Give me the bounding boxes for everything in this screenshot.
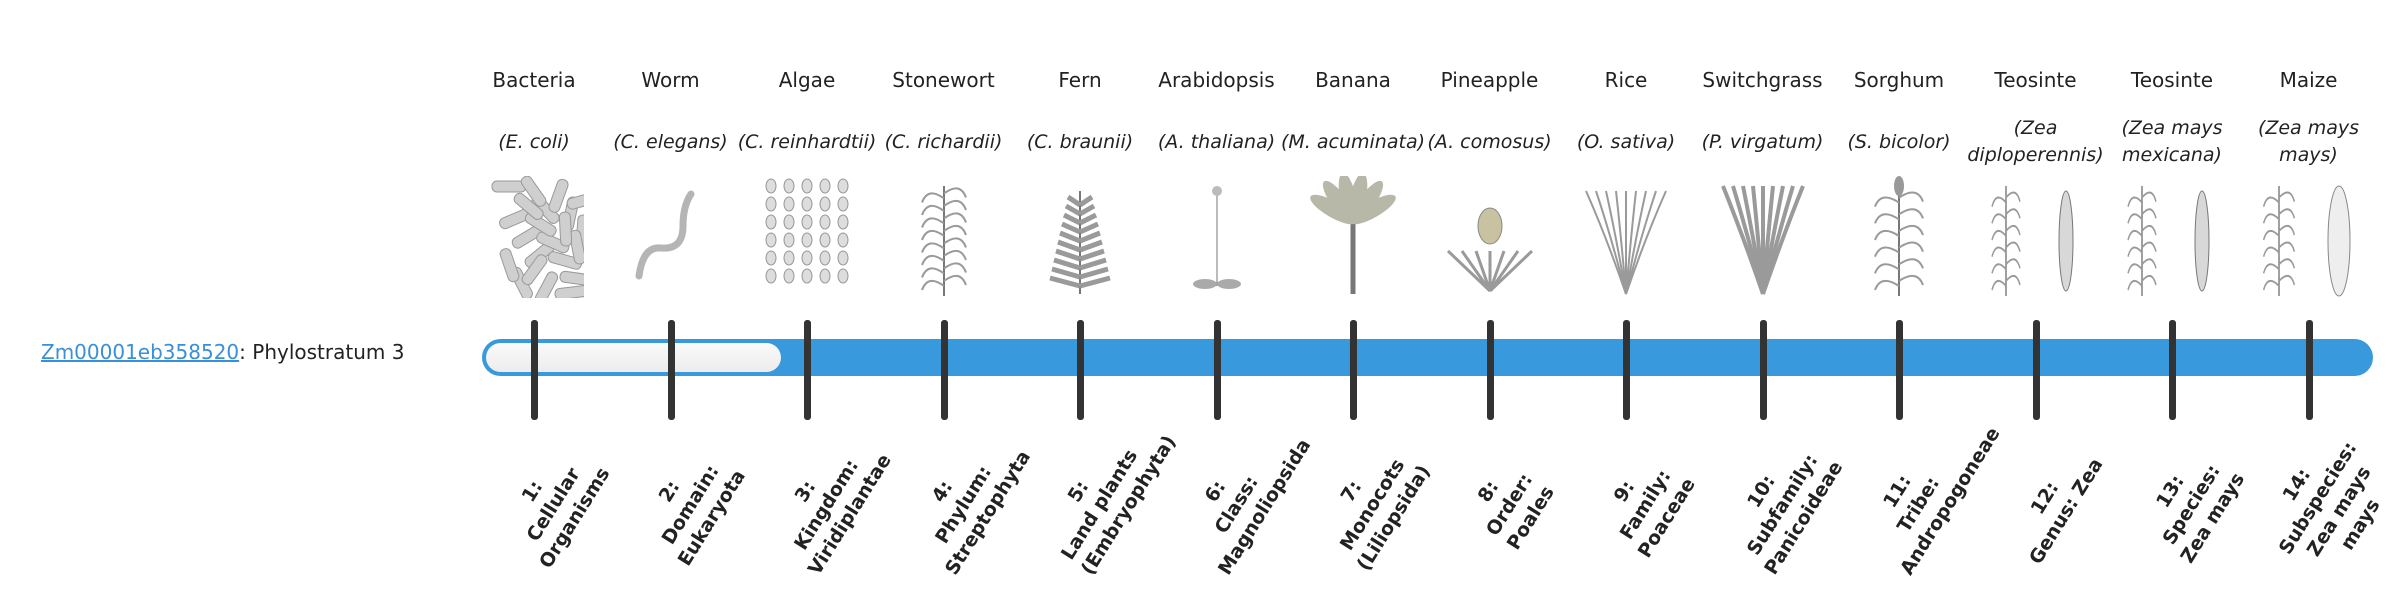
organism-scientific-name: (C. richardii) <box>866 112 1022 172</box>
stratum-tick <box>1077 320 1084 420</box>
organism-common-name: Maize <box>2279 68 2338 92</box>
rank-label: 14: Subspecies: Zea mays mays <box>2246 415 2400 595</box>
rank-label: 8: Order: Poales <box>1438 422 1581 589</box>
stratum-tick <box>1213 320 1221 420</box>
phylostratum-text: Phylostratum 3 <box>252 340 405 364</box>
rank-label: 13: Species: Zea mays <box>2120 422 2263 589</box>
stratum-tick <box>1486 320 1494 420</box>
sorghum-illustration-icon <box>1849 176 1949 298</box>
rice-illustration-icon <box>1576 176 1676 298</box>
organism-common-name: Bacteria <box>492 68 576 92</box>
organism-common-name: Stonewort <box>892 68 995 92</box>
scientific-name-text: (P. virgatum) <box>1701 130 1824 153</box>
bacteria-illustration-icon <box>484 175 602 305</box>
scientific-name-text: (C. elegans) <box>613 130 728 153</box>
organism-common-name: Worm <box>641 68 700 92</box>
arabidopsis-illustration-icon <box>1167 176 1267 298</box>
algae-illustration-icon <box>757 176 857 298</box>
gene-id-link[interactable]: Zm00001eb358520 <box>41 340 240 364</box>
rank-label: 9: Family: Poaceae <box>1574 422 1717 589</box>
organism-scientific-name: (S. bicolor) <box>1821 112 1977 172</box>
fern-illustration-icon <box>1030 176 1130 298</box>
organism-common-name: Arabidopsis <box>1158 68 1275 92</box>
organism-scientific-name: (A. thaliana) <box>1139 112 1295 172</box>
organism-scientific-name: (Zea mays mays) <box>2231 112 2387 172</box>
organism-common-name: Fern <box>1058 68 1102 92</box>
gene-phylostratum-label: Zm00001eb358520: Phylostratum 3 <box>41 340 404 364</box>
scientific-name-text: (M. acuminata) <box>1281 130 1425 153</box>
rank-label: 7: Monocots (Liliopsida) <box>1301 422 1444 589</box>
rank-label: 2: Domain: Eukaryota <box>619 422 762 589</box>
scientific-name-text: (C. richardii) <box>884 130 1003 153</box>
rank-label: 12: Genus: Zea <box>1995 428 2117 582</box>
organism-scientific-name: (C. braunii) <box>1002 112 1158 172</box>
scientific-name-text: (A. thaliana) <box>1157 130 1276 153</box>
scientific-name-text: (A. comosus) <box>1427 130 1552 153</box>
rank-label: 10: Subfamily: Panicoideae <box>1711 422 1854 589</box>
stratum-tick <box>667 320 675 420</box>
scientific-name-text: (C. braunii) <box>1026 130 1134 153</box>
organism-scientific-name: (M. acuminata) <box>1275 112 1431 172</box>
stratum-tick <box>1350 320 1357 420</box>
switchgrass-illustration-icon <box>1713 176 1813 298</box>
rank-label: 3: Kingdom: Viridiplantae <box>755 422 898 589</box>
organism-scientific-name: (Zea diploperennis) <box>1958 112 2114 172</box>
stratum-tick <box>2169 320 2176 420</box>
banana-illustration-icon <box>1303 173 1403 298</box>
scientific-name-text: (C. reinhardtii) <box>737 130 877 153</box>
scientific-name-text: (E. coli) <box>498 130 570 153</box>
stratum-tick <box>1759 320 1767 420</box>
stratum-tick <box>940 320 948 420</box>
rank-label: 1: Cellular Organisms <box>482 422 625 589</box>
organism-common-name: Banana <box>1315 68 1391 92</box>
stratum-tick <box>1623 320 1630 420</box>
organism-common-name: Sorghum <box>1853 68 1945 92</box>
organism-common-name: Teosinte <box>2130 68 2214 92</box>
scientific-name-text: (Zea diploperennis) <box>1967 117 2104 166</box>
scientific-name-text: (S. bicolor) <box>1847 130 1951 153</box>
rank-label: 5: Land plants (Embryophyta) <box>1028 422 1180 589</box>
rank-label: 4: Phylum: Streptophyta <box>892 422 1035 589</box>
organism-common-name: Rice <box>1604 68 1648 92</box>
scientific-name-text: (Zea mays mexicana) <box>2121 117 2223 166</box>
organism-scientific-name: (P. virgatum) <box>1685 112 1841 172</box>
scientific-name-text: (Zea mays mays) <box>2257 117 2360 166</box>
scientific-name-text: (O. sativa) <box>1576 130 1676 153</box>
rank-label: 11: Tribe: Andropogoneae <box>1847 422 2005 589</box>
stratum-tick <box>804 320 811 420</box>
organism-common-name: Algae <box>778 68 836 92</box>
teosinte-illustration-icon <box>2122 176 2222 298</box>
stratum-tick <box>2032 320 2040 420</box>
organism-scientific-name: (Zea mays mexicana) <box>2094 112 2250 172</box>
pineapple-illustration-icon <box>1440 176 1540 298</box>
organism-scientific-name: (E. coli) <box>456 112 612 172</box>
teosinte-illustration-icon <box>1986 176 2086 298</box>
organism-common-name: Pineapple <box>1440 68 1539 92</box>
maize-illustration-icon <box>2259 176 2359 298</box>
organism-scientific-name: (C. elegans) <box>593 112 749 172</box>
worm-illustration-icon <box>621 176 721 298</box>
phylostratum-bar <box>482 339 2373 376</box>
organism-scientific-name: (A. comosus) <box>1412 112 1568 172</box>
stratum-tick <box>2305 320 2313 420</box>
organism-scientific-name: (O. sativa) <box>1548 112 1704 172</box>
separator: : <box>239 340 246 364</box>
stratum-tick <box>1896 320 1903 420</box>
organism-scientific-name: (C. reinhardtii) <box>729 112 885 172</box>
organism-common-name: Switchgrass <box>1702 68 1823 92</box>
organism-common-name: Teosinte <box>1994 68 2077 92</box>
stonewort-illustration-icon <box>894 176 994 298</box>
stratum-tick <box>531 320 538 420</box>
rank-label: 6: Class: Magnoliopsida <box>1165 422 1315 589</box>
